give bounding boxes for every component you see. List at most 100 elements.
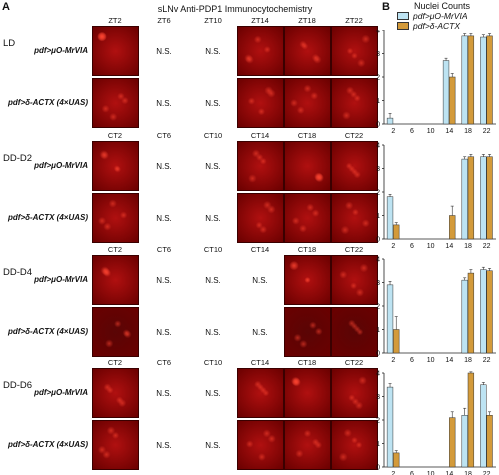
genotype-label: pdf>μO-MrVIA	[34, 388, 88, 397]
column-time-label: CT14	[250, 358, 270, 367]
bar	[480, 269, 487, 354]
micrograph	[92, 141, 139, 191]
y-tick-label: 1	[376, 213, 380, 220]
legend-item-actx: pdf>δ-ACTX	[397, 21, 487, 31]
y-tick-label: 0	[376, 237, 380, 244]
bar	[393, 224, 400, 240]
x-tick-label: 18	[464, 243, 472, 250]
bar	[486, 156, 493, 240]
y-tick-label: 1	[376, 441, 380, 448]
micrograph	[92, 307, 139, 357]
column-time-label: CT2	[107, 131, 123, 140]
genotype-label: pdf>μO-MrVIA	[34, 46, 88, 55]
not-significant-label: N.S.	[205, 162, 221, 171]
y-tick-label: 4	[376, 257, 380, 264]
bar	[486, 35, 493, 125]
x-tick-label: 10	[427, 243, 435, 250]
y-tick-label: 3	[376, 280, 380, 287]
micrograph	[284, 141, 331, 191]
x-tick-label: 2	[391, 243, 395, 250]
micrograph	[284, 420, 331, 470]
micrograph	[284, 255, 331, 305]
not-significant-label: N.S.	[156, 214, 172, 223]
micrograph	[92, 193, 139, 243]
micrograph	[92, 26, 139, 76]
column-time-label: CT6	[156, 358, 172, 367]
legend-title: Nuclei Counts	[413, 1, 471, 11]
micrograph	[92, 255, 139, 305]
column-time-label: ZT14	[251, 16, 269, 25]
x-tick-label: 14	[445, 357, 453, 364]
not-significant-label: N.S.	[156, 47, 172, 56]
not-significant-label: N.S.	[205, 99, 221, 108]
not-significant-label: N.S.	[156, 276, 172, 285]
y-tick-label: 4	[376, 30, 380, 35]
column-time-label: ZT2	[108, 16, 122, 25]
x-tick-label: 2	[391, 357, 395, 364]
micrograph	[284, 193, 331, 243]
bar	[480, 384, 487, 468]
legend-label-actx: pdf>δ-ACTX	[413, 21, 461, 31]
y-tick-label: 0	[376, 351, 380, 358]
micrograph	[284, 368, 331, 418]
not-significant-label: N.S.	[252, 328, 268, 337]
bar	[467, 156, 475, 240]
x-tick-label: 22	[483, 357, 491, 364]
bar	[486, 415, 493, 468]
column-time-label: CT18	[297, 245, 317, 254]
x-tick-label: 18	[464, 471, 472, 475]
bar	[386, 117, 394, 125]
micrograph	[237, 420, 284, 470]
x-tick-label: 14	[445, 128, 453, 135]
genotype-label: pdf>δ-ACTX (4×UAS)	[8, 327, 88, 336]
x-tick-label: 10	[427, 357, 435, 364]
condition-label: DD-D4	[3, 267, 33, 278]
genotype-label: pdf>δ-ACTX (4×UAS)	[8, 98, 88, 107]
y-tick-label: 1	[376, 98, 380, 105]
column-time-label: CT10	[203, 358, 223, 367]
not-significant-label: N.S.	[156, 162, 172, 171]
genotype-label: pdf>μO-MrVIA	[34, 275, 88, 284]
column-time-label: ZT10	[204, 16, 222, 25]
figure-title: sLNv Anti-PDP1 Immunocytochemistry	[157, 4, 313, 14]
x-tick-label: 6	[410, 128, 414, 135]
not-significant-label: N.S.	[205, 276, 221, 285]
y-tick-label: 3	[376, 51, 380, 58]
legend-label-morvia: pdf>μO-MrVIA	[413, 11, 468, 21]
x-tick-label: 22	[483, 243, 491, 250]
micrograph	[284, 26, 331, 76]
column-time-label: CT10	[203, 131, 223, 140]
condition-label: DD-D6	[3, 380, 33, 391]
column-time-label: ZT22	[345, 16, 363, 25]
panel-a-label: A	[2, 1, 10, 13]
x-tick-label: 10	[427, 128, 435, 135]
column-time-label: ZT18	[298, 16, 316, 25]
column-time-label: CT2	[107, 358, 123, 367]
column-time-label: CT6	[156, 131, 172, 140]
x-tick-label: 22	[483, 471, 491, 475]
bar	[467, 372, 475, 468]
x-tick-label: 6	[410, 243, 414, 250]
not-significant-label: N.S.	[205, 441, 221, 450]
column-time-label: CT18	[297, 358, 317, 367]
bar	[461, 415, 468, 468]
column-time-label: CT6	[156, 245, 172, 254]
bar	[486, 270, 493, 354]
legend-swatch-actx	[397, 22, 409, 30]
micrograph	[331, 26, 378, 76]
column-time-label: ZT6	[157, 16, 171, 25]
bar	[449, 76, 456, 125]
x-tick-label: 2	[391, 471, 395, 475]
bar	[386, 386, 394, 468]
bar	[467, 35, 475, 125]
condition-label: LD	[3, 38, 16, 49]
bar	[442, 60, 450, 125]
y-tick-label: 2	[376, 418, 380, 425]
micrograph	[92, 368, 139, 418]
micrograph	[331, 255, 378, 305]
legend: Nuclei Counts pdf>μO-MrVIA pdf>δ-ACTX	[397, 1, 487, 31]
bar	[461, 35, 468, 125]
not-significant-label: N.S.	[205, 214, 221, 223]
column-time-label: CT22	[344, 245, 364, 254]
bar	[461, 158, 468, 240]
